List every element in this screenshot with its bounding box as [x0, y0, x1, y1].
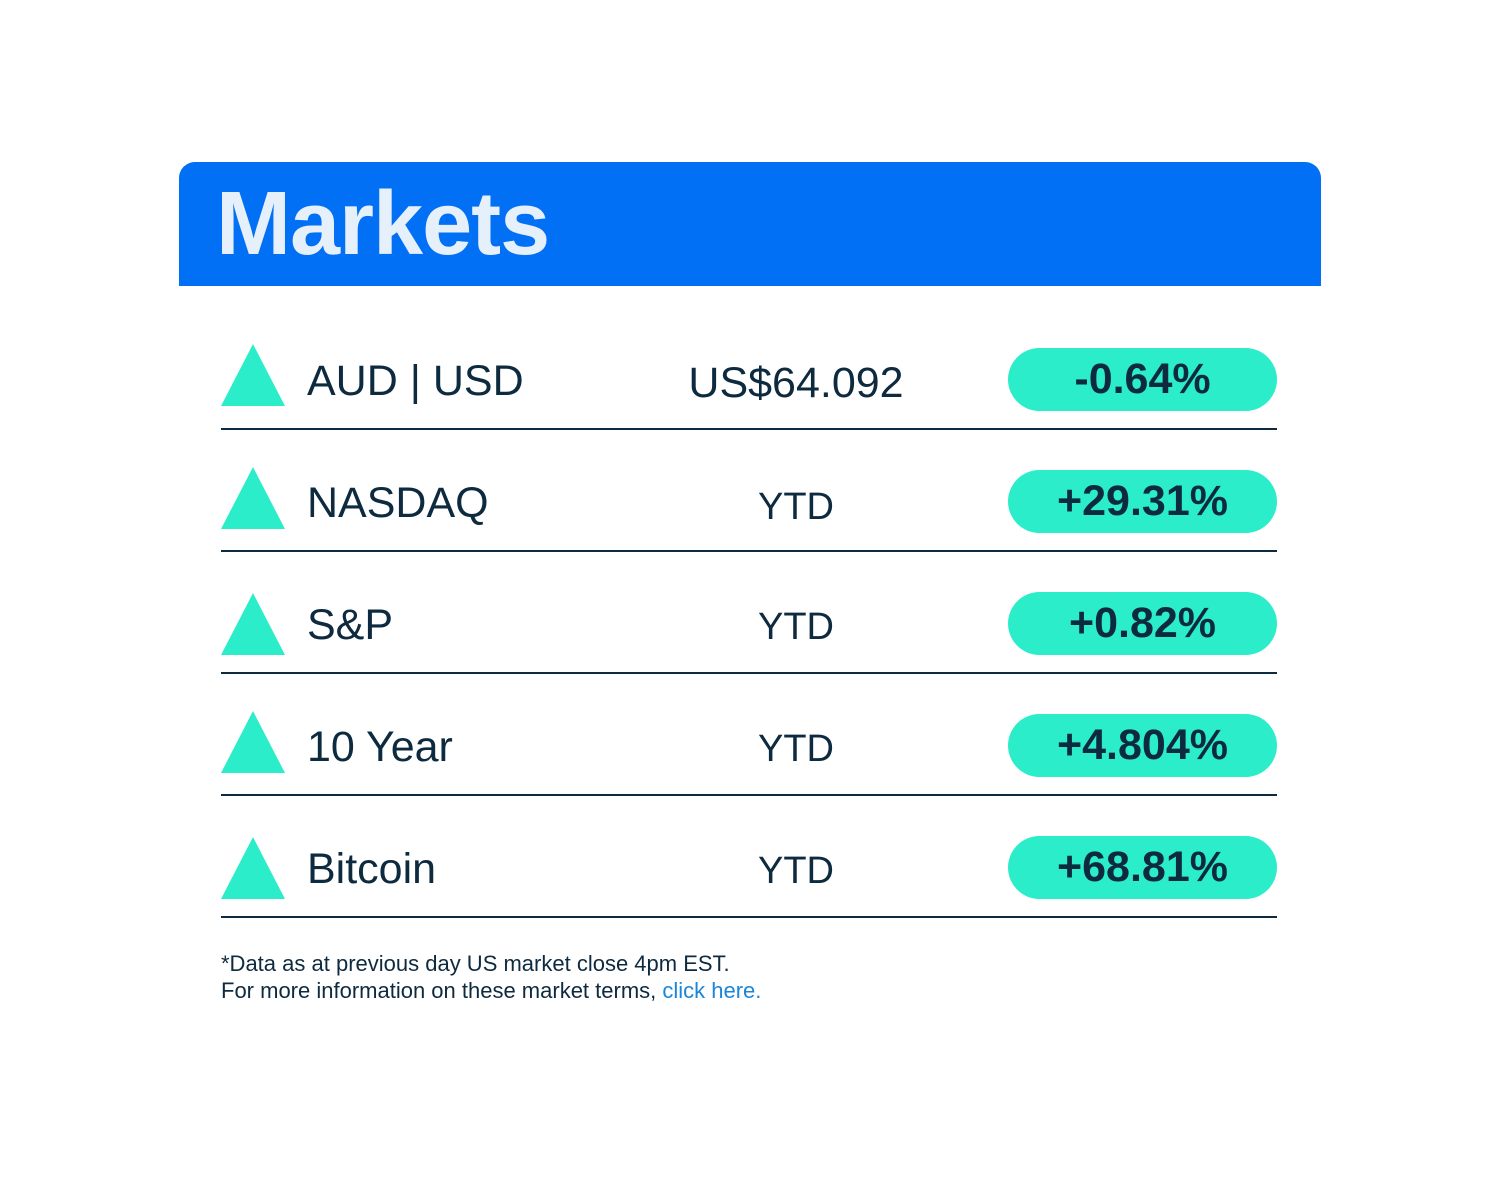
change-badge: -0.64%	[1008, 348, 1277, 411]
change-badge: +0.82%	[1008, 592, 1277, 655]
change-badge: +29.31%	[1008, 470, 1277, 533]
triangle-up-icon	[221, 593, 285, 655]
market-period: YTD	[758, 486, 834, 528]
market-name: AUD | USD	[307, 357, 524, 405]
footnote-info: For more information on these market ter…	[221, 977, 761, 1004]
market-period: YTD	[758, 606, 834, 648]
click-here-link[interactable]: click here.	[662, 978, 762, 1003]
footnote: *Data as at previous day US market close…	[221, 950, 761, 1004]
triangle-up-icon	[221, 344, 285, 406]
market-name: Bitcoin	[307, 845, 437, 893]
market-name: NASDAQ	[307, 479, 489, 527]
market-period: YTD	[758, 728, 834, 770]
page-title: Markets	[216, 174, 550, 274]
triangle-up-icon	[221, 467, 285, 529]
market-name: 10 Year	[307, 723, 453, 771]
market-row-10-year: 10 Year YTD +4.804%	[221, 674, 1277, 796]
footnote-info-text: For more information on these market ter…	[221, 978, 663, 1003]
market-row-aud-usd: AUD | USD US$64.092 -0.64%	[221, 308, 1277, 430]
market-price: US$64.092	[688, 359, 904, 407]
change-badge: +4.804%	[1008, 714, 1277, 777]
triangle-up-icon	[221, 837, 285, 899]
market-name: S&P	[307, 601, 394, 649]
header-bar	[179, 162, 1321, 286]
market-row-bitcoin: Bitcoin YTD +68.81%	[221, 796, 1277, 918]
market-row-nasdaq: NASDAQ YTD +29.31%	[221, 430, 1277, 552]
market-row-sp: S&P YTD +0.82%	[221, 552, 1277, 674]
footnote-disclaimer: *Data as at previous day US market close…	[221, 951, 730, 976]
market-period: YTD	[758, 850, 834, 892]
change-badge: +68.81%	[1008, 836, 1277, 899]
triangle-up-icon	[221, 711, 285, 773]
